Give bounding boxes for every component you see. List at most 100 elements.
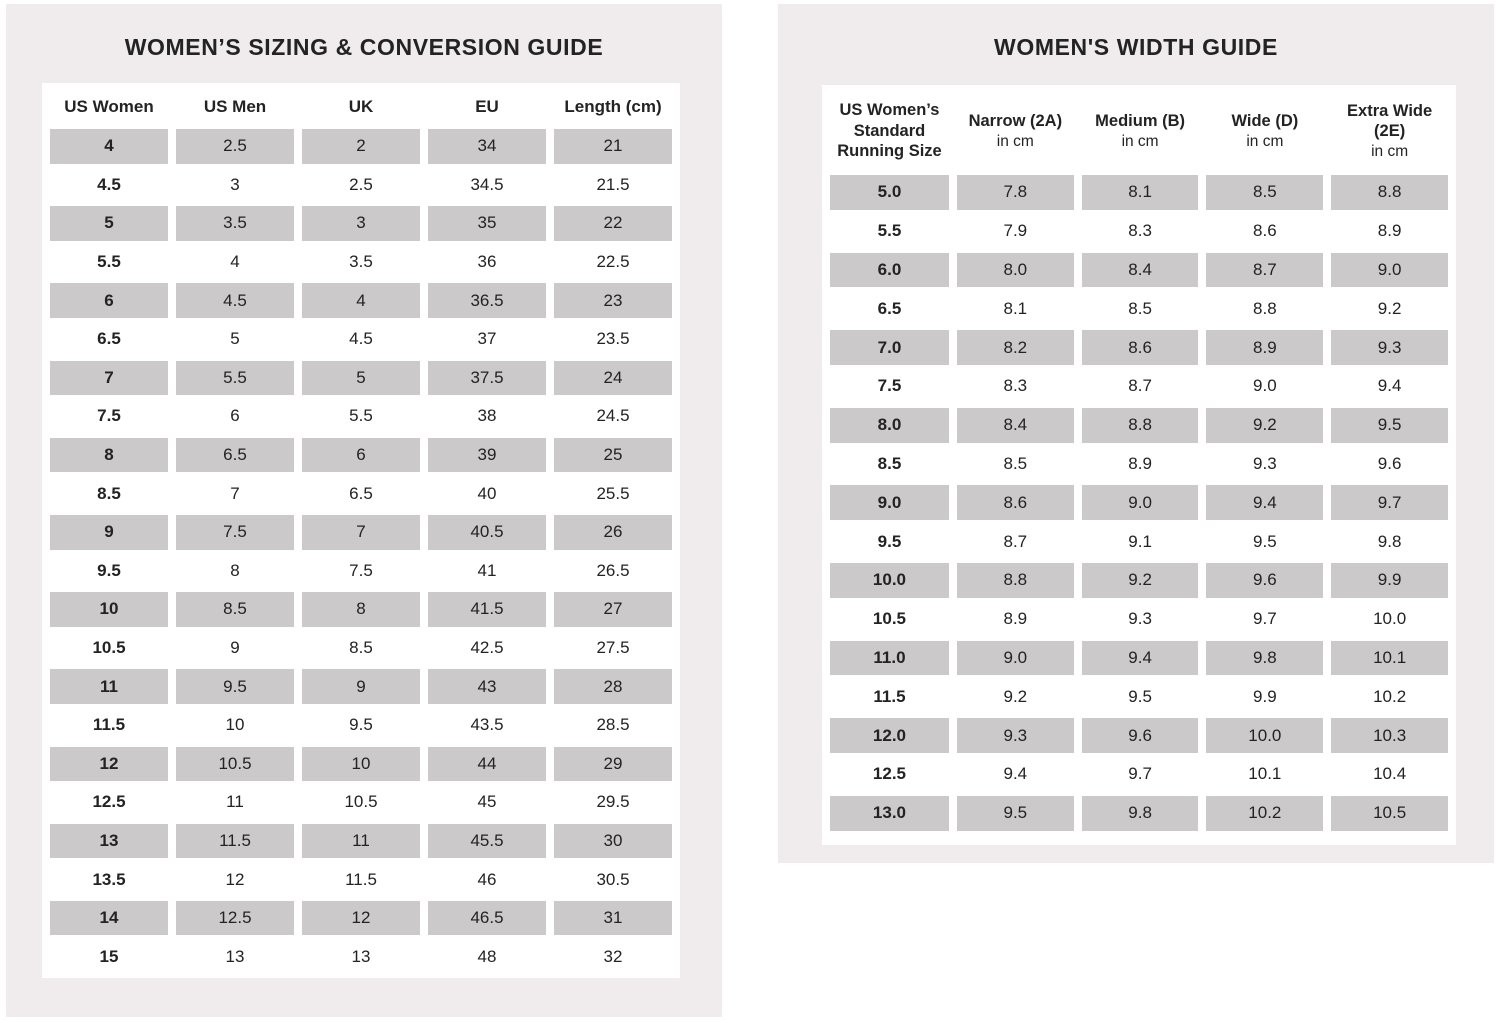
table-cell: 30 bbox=[554, 823, 672, 859]
table-cell: 3.5 bbox=[349, 252, 373, 272]
table-row: 6 4.5 4 36.5 23 bbox=[46, 281, 676, 320]
table-cell: 2.5 bbox=[349, 174, 373, 194]
table-cell: 46 bbox=[477, 869, 497, 889]
table-row: 8.5 8.5 8.9 9.3 9.6 bbox=[826, 445, 1452, 484]
table-cell: 13 bbox=[351, 946, 371, 966]
table-cell: 7.5 bbox=[877, 376, 902, 396]
table-row: 5.5 4 3.5 36 22.5 bbox=[46, 243, 676, 282]
table-cell: 8.2 bbox=[956, 330, 1074, 365]
table-cell: 38 bbox=[477, 406, 497, 426]
table-cell: 5.5 bbox=[97, 252, 121, 272]
table-cell: 8.3 bbox=[1003, 376, 1028, 396]
table-cell: 7.5 bbox=[349, 560, 373, 580]
table-cell: 13 bbox=[50, 823, 168, 859]
table-cell: 10 bbox=[225, 715, 245, 735]
table-cell: 11 bbox=[50, 669, 168, 704]
table-cell: 2 bbox=[302, 129, 420, 164]
table-cell: 9.3 bbox=[1331, 330, 1448, 365]
table-cell: 9.9 bbox=[1331, 562, 1448, 598]
table-cell: 8.8 bbox=[1331, 175, 1448, 210]
table-cell: 12 bbox=[302, 900, 420, 936]
table-cell: 12.5 bbox=[872, 764, 907, 784]
table-cell: 7 bbox=[302, 514, 420, 550]
table-cell: 10.5 bbox=[344, 792, 378, 812]
table-cell: 28.5 bbox=[596, 715, 630, 735]
table-cell: 8.3 bbox=[1128, 221, 1152, 241]
table-cell: 40 bbox=[477, 483, 497, 503]
table-row: 10.5 8.9 9.3 9.7 10.0 bbox=[826, 600, 1452, 639]
column-header-unit: in cm bbox=[996, 132, 1034, 150]
column-header-unit: in cm bbox=[1121, 132, 1159, 150]
table-cell: 5.5 bbox=[877, 221, 902, 241]
table-cell: 11 bbox=[226, 792, 244, 812]
table-cell: 35 bbox=[428, 206, 546, 241]
table-row: 9.0 8.6 9.0 9.4 9.7 bbox=[826, 483, 1452, 522]
table-cell: 48 bbox=[477, 946, 497, 966]
table-cell: 29 bbox=[554, 746, 672, 782]
column-header-label: Extra Wide (2E) bbox=[1347, 101, 1433, 141]
table-cell: 5 bbox=[50, 206, 168, 241]
table-cell: 46.5 bbox=[428, 900, 546, 936]
table-row: 10.5 9 8.5 42.5 27.5 bbox=[46, 629, 676, 668]
table-row: 7.0 8.2 8.6 8.9 9.3 bbox=[826, 328, 1452, 367]
table-cell: 42.5 bbox=[470, 638, 504, 658]
table-cell: 11.5 bbox=[345, 869, 377, 889]
table-row: 12.5 9.4 9.7 10.1 10.4 bbox=[826, 755, 1452, 794]
sizing-table-header-row: US Women US Men UK EU Length (cm) bbox=[46, 87, 676, 127]
table-cell: 9 bbox=[302, 669, 420, 704]
table-cell: 8.9 bbox=[1003, 609, 1028, 629]
table-cell: 10.1 bbox=[1248, 764, 1282, 784]
table-cell: 9.3 bbox=[1253, 453, 1277, 473]
table-cell: 2.5 bbox=[176, 129, 294, 164]
table-row: 12.5 11 10.5 45 29.5 bbox=[46, 783, 676, 822]
table-cell: 36.5 bbox=[428, 283, 546, 318]
table-cell: 8.7 bbox=[1128, 376, 1152, 396]
table-row: 8 6.5 6 39 25 bbox=[46, 436, 676, 475]
column-header-us-women: US Women bbox=[64, 96, 154, 116]
table-cell: 6 bbox=[230, 406, 240, 426]
table-cell: 12.5 bbox=[176, 900, 294, 936]
column-header-length-cm: Length (cm) bbox=[564, 96, 662, 116]
table-cell: 21 bbox=[554, 129, 672, 164]
table-cell: 44 bbox=[428, 746, 546, 782]
table-row: 6.0 8.0 8.4 8.7 9.0 bbox=[826, 251, 1452, 290]
table-cell: 9.3 bbox=[956, 718, 1074, 753]
table-cell: 9.3 bbox=[1128, 609, 1152, 629]
table-cell: 37 bbox=[477, 329, 497, 349]
table-cell: 45 bbox=[477, 792, 497, 812]
table-cell: 9.5 bbox=[877, 531, 902, 551]
table-row: 9.5 8.7 9.1 9.5 9.8 bbox=[826, 522, 1452, 561]
table-cell: 34 bbox=[428, 129, 546, 164]
table-cell: 9.9 bbox=[1253, 686, 1277, 706]
table-cell: 9.6 bbox=[1377, 453, 1402, 473]
sizing-guide-title: WOMEN’S SIZING & CONVERSION GUIDE bbox=[124, 34, 604, 60]
table-cell: 7 bbox=[230, 483, 240, 503]
table-row: 11 9.5 9 43 28 bbox=[46, 667, 676, 706]
table-cell: 4.5 bbox=[349, 329, 373, 349]
table-cell: 9.6 bbox=[1206, 562, 1324, 598]
table-cell: 8.8 bbox=[1081, 407, 1199, 443]
table-row: 6.5 5 4.5 37 23.5 bbox=[46, 320, 676, 359]
table-cell: 8 bbox=[230, 560, 240, 580]
table-cell: 4 bbox=[302, 283, 420, 318]
table-cell: 7.5 bbox=[97, 406, 121, 426]
sizing-conversion-table: US Women US Men UK EU Length (cm) 4 2.5 2 3… bbox=[42, 83, 680, 978]
table-row: 13.0 9.5 9.8 10.2 10.5 bbox=[826, 794, 1452, 833]
table-cell: 24.5 bbox=[596, 406, 630, 426]
table-row: 11.5 9.2 9.5 9.9 10.2 bbox=[826, 677, 1452, 716]
column-header-medium-b: Medium (B) in cm bbox=[1082, 89, 1199, 173]
table-row: 9 7.5 7 40.5 26 bbox=[46, 513, 676, 552]
table-cell: 11.5 bbox=[92, 715, 126, 735]
table-row: 4.5 3 2.5 34.5 21.5 bbox=[46, 166, 676, 205]
table-cell: 10.1 bbox=[1331, 640, 1448, 676]
table-cell: 24 bbox=[554, 360, 672, 396]
table-cell: 10.4 bbox=[1373, 764, 1407, 784]
table-cell: 8 bbox=[302, 592, 420, 627]
table-cell: 8.7 bbox=[1003, 531, 1028, 551]
table-cell: 9.5 bbox=[349, 715, 373, 735]
table-cell: 32 bbox=[603, 946, 623, 966]
table-cell: 6 bbox=[302, 437, 420, 473]
column-header-label: Narrow (2A) bbox=[968, 112, 1063, 130]
table-cell: 8.4 bbox=[956, 407, 1074, 443]
table-cell: 45.5 bbox=[428, 823, 546, 859]
